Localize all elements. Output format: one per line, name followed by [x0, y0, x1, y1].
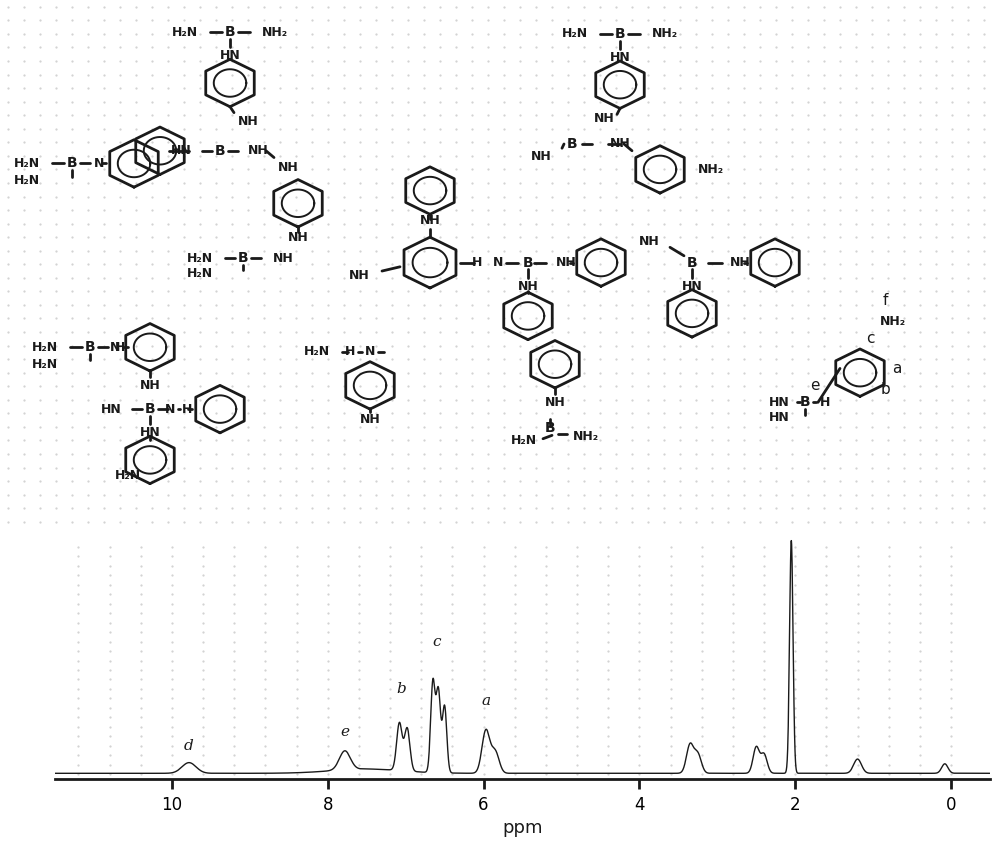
Text: B: B [145, 402, 155, 416]
Text: H₂N: H₂N [562, 27, 588, 41]
Text: NH: NH [610, 137, 631, 151]
Text: H₂N: H₂N [14, 157, 40, 170]
Text: NH: NH [531, 150, 552, 163]
Text: NH: NH [288, 230, 308, 244]
Text: NH: NH [518, 280, 538, 293]
Text: N: N [94, 157, 104, 170]
Text: c: c [866, 331, 874, 346]
Text: H₂N: H₂N [14, 174, 40, 187]
Text: HN: HN [140, 426, 160, 440]
Text: NH: NH [140, 379, 160, 392]
Text: H₂N: H₂N [304, 345, 330, 358]
Text: H₂N: H₂N [172, 25, 198, 39]
Text: B: B [523, 256, 533, 269]
Text: H₂N: H₂N [187, 267, 213, 280]
Text: NH: NH [349, 268, 370, 282]
Text: NH: NH [360, 412, 380, 426]
Text: NH: NH [238, 114, 259, 128]
Text: HN: HN [171, 144, 192, 158]
Text: H₂N: H₂N [32, 340, 58, 354]
Text: NH: NH [639, 235, 660, 248]
Text: NH: NH [278, 161, 299, 174]
Text: H: H [820, 396, 830, 409]
Text: a: a [481, 694, 490, 708]
Text: N: N [365, 345, 375, 358]
Text: N: N [110, 340, 120, 354]
Text: H: H [345, 345, 355, 358]
Text: b: b [396, 682, 406, 696]
Text: HN: HN [682, 280, 702, 293]
Text: B: B [238, 252, 248, 265]
Text: NH: NH [730, 256, 751, 269]
Text: HN: HN [769, 411, 790, 424]
X-axis label: ppm: ppm [502, 819, 543, 838]
Text: H₂N: H₂N [32, 357, 58, 371]
Text: B: B [67, 157, 77, 170]
Text: NH: NH [248, 144, 269, 158]
Text: H: H [182, 402, 192, 416]
Text: NH₂: NH₂ [652, 27, 678, 41]
Text: d: d [184, 739, 194, 753]
Text: f: f [882, 293, 888, 308]
Text: b: b [880, 382, 890, 397]
Text: B: B [545, 421, 555, 435]
Text: B: B [800, 396, 810, 409]
Text: NH₂: NH₂ [262, 25, 288, 39]
Text: e: e [340, 725, 349, 739]
Text: H₂N: H₂N [115, 468, 141, 482]
Text: B: B [687, 256, 697, 269]
Text: a: a [892, 361, 901, 376]
Text: NH: NH [545, 396, 565, 409]
Text: NH: NH [273, 252, 294, 265]
Text: N: N [165, 402, 175, 416]
Text: HN: HN [220, 49, 240, 63]
Text: NH₂: NH₂ [880, 315, 906, 329]
Text: H: H [472, 256, 482, 269]
Text: HN: HN [610, 51, 630, 64]
Text: B: B [225, 25, 235, 39]
Text: HN: HN [101, 402, 122, 416]
Text: H: H [115, 340, 125, 354]
Text: B: B [615, 27, 625, 41]
Text: c: c [433, 634, 441, 649]
Text: B: B [567, 137, 577, 151]
Text: B: B [215, 144, 225, 158]
Text: e: e [810, 378, 820, 393]
Text: H₂N: H₂N [511, 434, 537, 447]
Text: NH: NH [556, 256, 577, 269]
Text: NH: NH [594, 112, 615, 125]
Text: HN: HN [769, 396, 790, 409]
Text: NH₂: NH₂ [573, 429, 599, 443]
Text: NH: NH [420, 213, 440, 227]
Text: NH₂: NH₂ [698, 163, 724, 176]
Text: H₂N: H₂N [187, 252, 213, 265]
Text: N: N [493, 256, 503, 269]
Text: B: B [85, 340, 95, 354]
